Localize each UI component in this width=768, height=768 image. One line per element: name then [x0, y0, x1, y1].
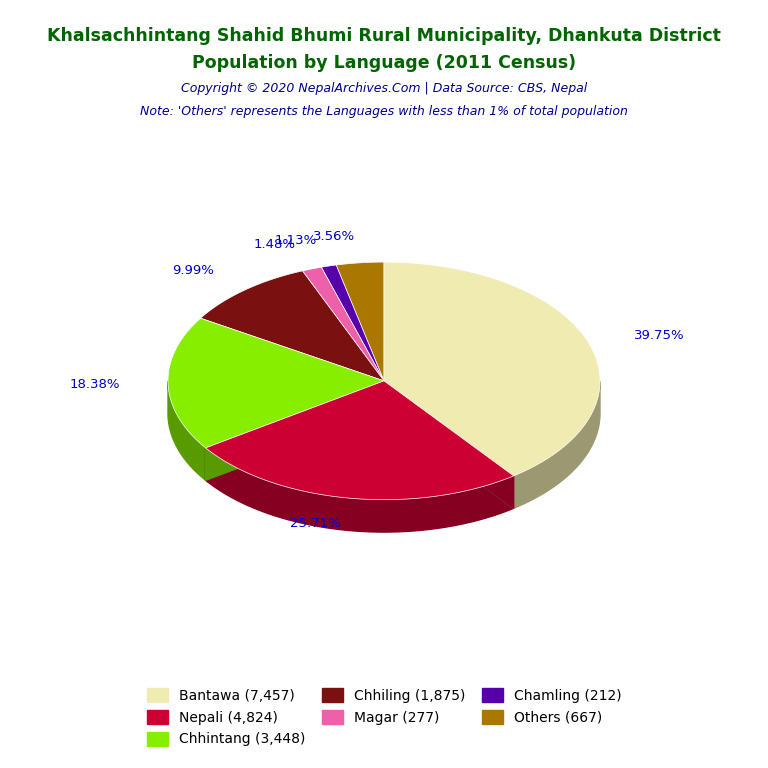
- Text: 39.75%: 39.75%: [634, 329, 684, 342]
- Text: 18.38%: 18.38%: [70, 378, 121, 391]
- Polygon shape: [384, 381, 514, 508]
- Polygon shape: [206, 381, 514, 500]
- Polygon shape: [206, 381, 384, 480]
- Text: Khalsachhintang Shahid Bhumi Rural Municipality, Dhankuta District: Khalsachhintang Shahid Bhumi Rural Munic…: [47, 27, 721, 45]
- Text: 1.48%: 1.48%: [254, 238, 296, 251]
- Polygon shape: [336, 262, 384, 381]
- Legend: Bantawa (7,457), Nepali (4,824), Chhintang (3,448), Chhiling (1,875), Magar (277: Bantawa (7,457), Nepali (4,824), Chhinta…: [140, 681, 628, 753]
- Text: Copyright © 2020 NepalArchives.Com | Data Source: CBS, Nepal: Copyright © 2020 NepalArchives.Com | Dat…: [181, 82, 587, 95]
- Polygon shape: [384, 262, 600, 476]
- Polygon shape: [321, 265, 384, 381]
- Polygon shape: [303, 267, 384, 381]
- Polygon shape: [206, 381, 384, 480]
- Polygon shape: [168, 381, 206, 480]
- Text: Note: 'Others' represents the Languages with less than 1% of total population: Note: 'Others' represents the Languages …: [140, 105, 628, 118]
- Text: 3.56%: 3.56%: [313, 230, 355, 243]
- Polygon shape: [384, 381, 514, 508]
- Text: 25.71%: 25.71%: [290, 518, 341, 531]
- Text: 1.13%: 1.13%: [274, 234, 316, 247]
- Polygon shape: [168, 318, 384, 448]
- Polygon shape: [206, 448, 514, 532]
- Text: 9.99%: 9.99%: [172, 263, 214, 276]
- Text: Population by Language (2011 Census): Population by Language (2011 Census): [192, 54, 576, 71]
- Polygon shape: [514, 382, 600, 508]
- Polygon shape: [200, 271, 384, 381]
